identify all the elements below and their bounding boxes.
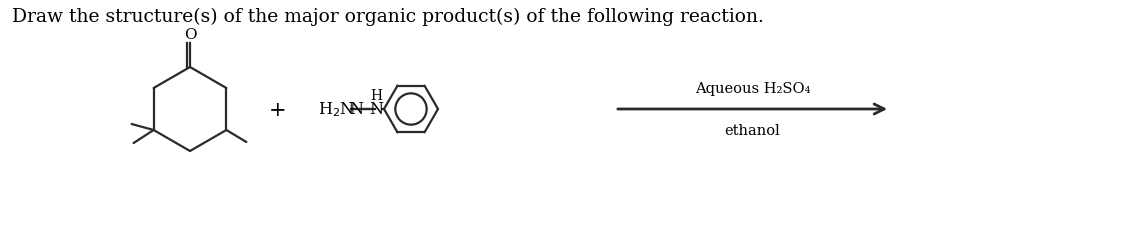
Text: H: H (370, 89, 382, 103)
Text: N: N (349, 101, 363, 118)
Text: Aqueous H₂SO₄: Aqueous H₂SO₄ (695, 82, 810, 96)
Text: +: + (270, 100, 287, 119)
Text: ethanol: ethanol (725, 123, 781, 137)
Text: H$_2$N: H$_2$N (318, 100, 355, 119)
Text: N: N (369, 101, 384, 118)
Text: Draw the structure(s) of the major organic product(s) of the following reaction.: Draw the structure(s) of the major organ… (13, 8, 764, 26)
Text: O: O (183, 28, 197, 42)
